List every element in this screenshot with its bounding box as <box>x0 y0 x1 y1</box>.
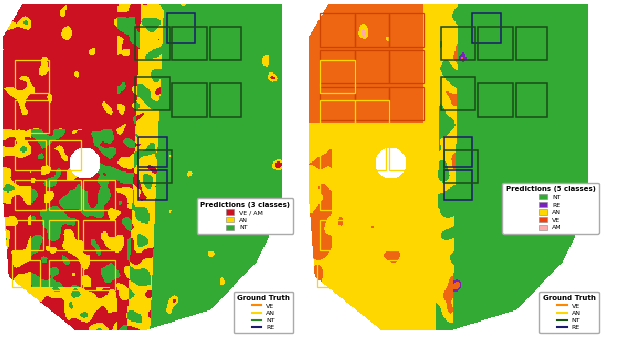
Bar <box>84 180 115 210</box>
Bar <box>478 27 513 60</box>
Bar <box>14 60 49 94</box>
Bar <box>49 180 80 210</box>
Bar <box>318 260 346 287</box>
Bar <box>135 27 170 60</box>
Bar <box>210 27 241 60</box>
Bar <box>444 170 472 200</box>
Bar <box>355 87 389 120</box>
Bar <box>444 150 478 183</box>
Bar <box>355 260 386 290</box>
Bar <box>355 140 386 170</box>
Bar <box>135 77 170 110</box>
Bar <box>355 180 386 210</box>
Bar <box>320 100 355 133</box>
Legend: VE, AN, NT, RE: VE, AN, NT, RE <box>233 292 293 334</box>
Bar <box>210 83 241 117</box>
Bar <box>389 50 424 83</box>
Bar <box>472 13 501 44</box>
Bar <box>320 180 352 210</box>
Bar <box>441 77 475 110</box>
Bar <box>14 220 43 250</box>
Bar <box>515 83 547 117</box>
Bar <box>14 180 46 210</box>
Bar <box>49 220 78 250</box>
Bar <box>478 83 513 117</box>
Bar <box>441 27 475 60</box>
Bar <box>389 180 421 210</box>
Bar <box>49 140 80 170</box>
Bar <box>320 60 355 94</box>
Bar <box>389 260 421 290</box>
Bar <box>14 100 49 133</box>
Bar <box>84 260 115 290</box>
Legend: VE, AN, NT, RE: VE, AN, NT, RE <box>539 292 598 334</box>
Bar <box>389 220 421 250</box>
Bar <box>444 137 472 167</box>
Bar <box>320 50 355 83</box>
Bar <box>320 140 352 170</box>
Bar <box>515 27 547 60</box>
Bar <box>355 50 389 83</box>
Bar <box>172 83 207 117</box>
Bar <box>138 150 172 183</box>
Bar <box>84 220 115 250</box>
Bar <box>389 87 424 120</box>
Bar <box>355 220 384 250</box>
Bar <box>320 13 355 47</box>
Bar <box>389 13 424 47</box>
Bar <box>49 260 80 290</box>
Bar <box>320 220 349 250</box>
Bar <box>12 260 41 287</box>
Bar <box>389 140 421 170</box>
Bar <box>355 100 389 133</box>
Bar <box>138 170 167 200</box>
Bar <box>355 13 389 47</box>
Bar <box>172 27 207 60</box>
Bar <box>14 140 46 170</box>
Bar <box>167 13 195 44</box>
Bar <box>320 87 355 120</box>
Bar <box>138 137 167 167</box>
